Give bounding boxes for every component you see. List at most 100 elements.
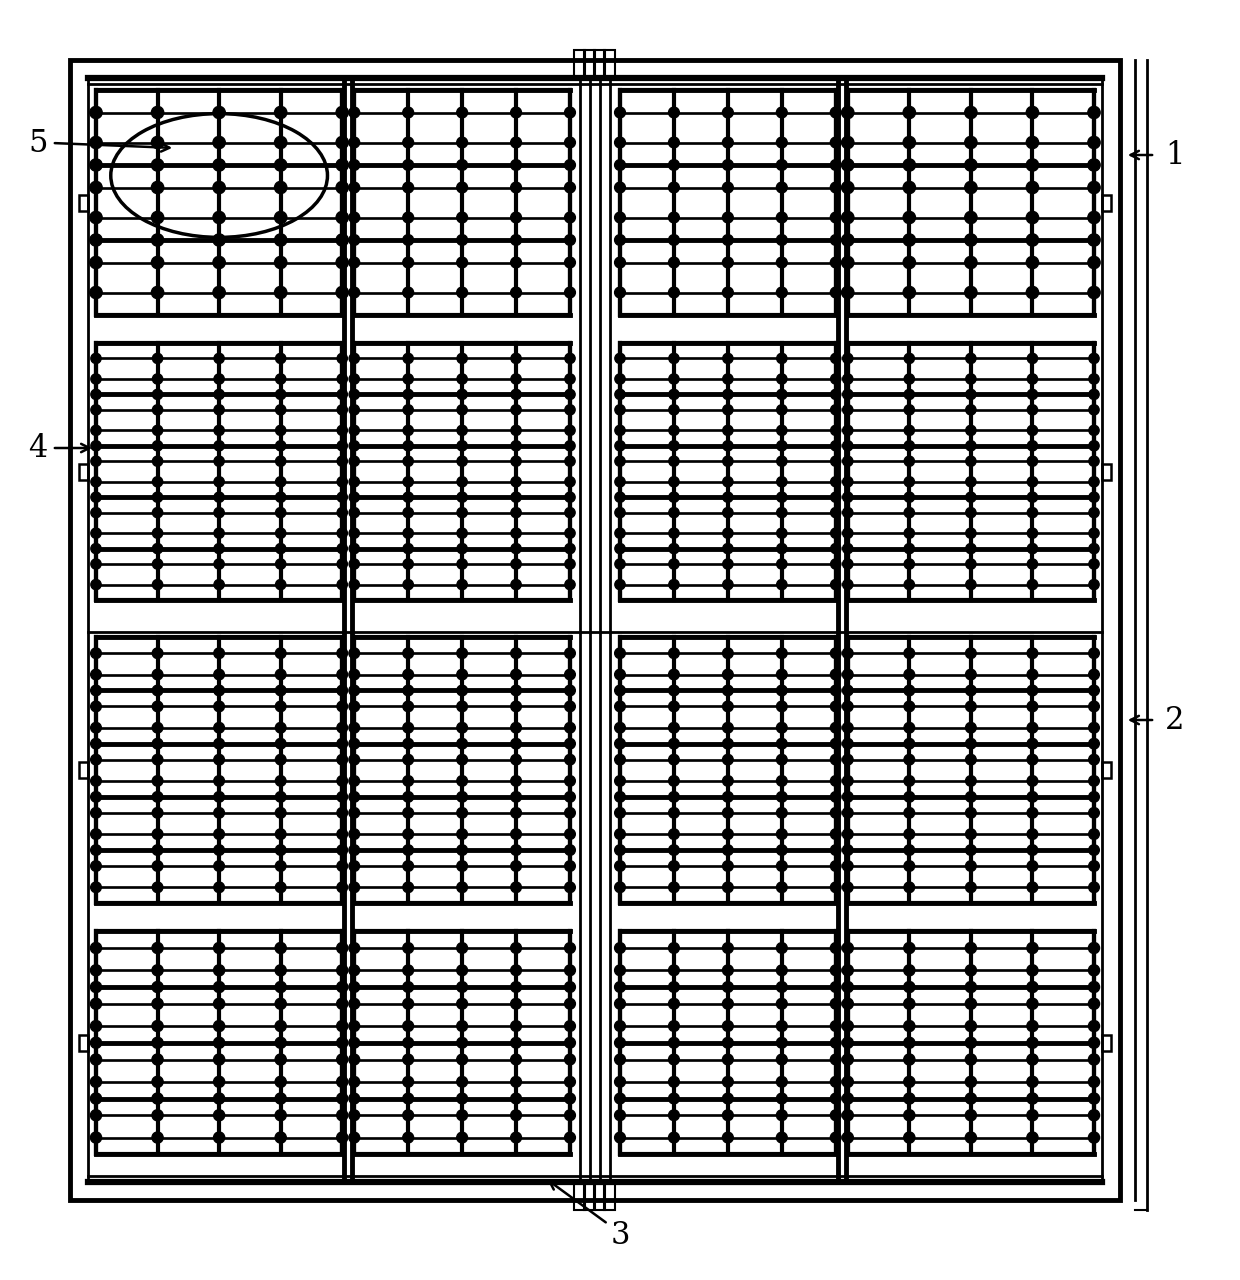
Circle shape xyxy=(1027,998,1038,1010)
Circle shape xyxy=(89,256,102,269)
Circle shape xyxy=(456,108,467,118)
Circle shape xyxy=(668,882,680,892)
Circle shape xyxy=(903,211,915,224)
Circle shape xyxy=(776,559,787,570)
Circle shape xyxy=(723,544,733,554)
Circle shape xyxy=(275,559,286,570)
Circle shape xyxy=(668,808,680,818)
Circle shape xyxy=(1027,685,1038,696)
Circle shape xyxy=(456,808,467,818)
Circle shape xyxy=(213,982,224,992)
Circle shape xyxy=(564,776,575,786)
Circle shape xyxy=(151,256,164,269)
Circle shape xyxy=(564,722,575,733)
Circle shape xyxy=(615,942,625,954)
Circle shape xyxy=(456,1020,467,1032)
Circle shape xyxy=(842,669,853,680)
Circle shape xyxy=(1027,739,1038,749)
Circle shape xyxy=(904,492,914,502)
Circle shape xyxy=(776,776,787,786)
Circle shape xyxy=(337,492,347,502)
Circle shape xyxy=(350,544,360,554)
Circle shape xyxy=(153,791,162,803)
Circle shape xyxy=(337,1110,348,1121)
Circle shape xyxy=(511,1020,522,1032)
Circle shape xyxy=(1087,234,1100,246)
Circle shape xyxy=(91,942,102,954)
Circle shape xyxy=(966,492,976,502)
Circle shape xyxy=(511,529,521,539)
Circle shape xyxy=(564,648,575,659)
Circle shape xyxy=(1027,1110,1038,1121)
Circle shape xyxy=(403,669,413,680)
Circle shape xyxy=(337,425,347,435)
Circle shape xyxy=(337,1132,348,1143)
Circle shape xyxy=(668,754,680,765)
Circle shape xyxy=(723,722,733,733)
Circle shape xyxy=(965,1037,976,1048)
Circle shape xyxy=(831,882,841,892)
Circle shape xyxy=(1027,1093,1038,1105)
Circle shape xyxy=(668,1133,680,1143)
Circle shape xyxy=(831,212,841,223)
Circle shape xyxy=(723,669,733,680)
Circle shape xyxy=(213,685,224,696)
Circle shape xyxy=(668,137,680,148)
Circle shape xyxy=(966,404,976,415)
Circle shape xyxy=(615,160,625,170)
Circle shape xyxy=(668,648,680,659)
Circle shape xyxy=(337,559,347,570)
Circle shape xyxy=(348,212,360,223)
Circle shape xyxy=(723,791,733,803)
Circle shape xyxy=(776,492,787,502)
Circle shape xyxy=(91,374,102,384)
Circle shape xyxy=(153,776,162,786)
Circle shape xyxy=(403,234,414,246)
Circle shape xyxy=(511,829,521,840)
Circle shape xyxy=(966,845,976,855)
Circle shape xyxy=(564,685,575,696)
Bar xyxy=(95,637,342,904)
Circle shape xyxy=(1027,476,1038,486)
Circle shape xyxy=(511,353,521,364)
Circle shape xyxy=(564,701,575,712)
Circle shape xyxy=(275,685,286,696)
Circle shape xyxy=(337,982,348,992)
Circle shape xyxy=(456,1093,467,1103)
Circle shape xyxy=(904,1053,915,1065)
Circle shape xyxy=(213,754,224,765)
Circle shape xyxy=(91,440,102,451)
Circle shape xyxy=(776,108,787,118)
Circle shape xyxy=(151,106,164,119)
Circle shape xyxy=(153,829,162,840)
Circle shape xyxy=(965,1110,976,1121)
Circle shape xyxy=(723,685,733,696)
Circle shape xyxy=(337,722,347,733)
Circle shape xyxy=(668,739,680,749)
Circle shape xyxy=(403,137,414,148)
Circle shape xyxy=(565,425,575,435)
Circle shape xyxy=(456,829,467,840)
Circle shape xyxy=(511,722,521,733)
Circle shape xyxy=(776,860,787,872)
Circle shape xyxy=(456,754,467,765)
Circle shape xyxy=(831,160,841,170)
Circle shape xyxy=(350,529,360,539)
Circle shape xyxy=(966,544,976,554)
Circle shape xyxy=(91,1132,102,1143)
Circle shape xyxy=(91,685,102,696)
Circle shape xyxy=(91,1093,102,1105)
Circle shape xyxy=(1027,1037,1038,1048)
Circle shape xyxy=(337,860,347,872)
Circle shape xyxy=(842,1076,853,1088)
Circle shape xyxy=(904,942,915,954)
Circle shape xyxy=(348,808,360,818)
Circle shape xyxy=(1027,182,1039,193)
Circle shape xyxy=(564,1076,575,1087)
Bar xyxy=(620,932,836,1155)
Circle shape xyxy=(776,182,787,193)
Circle shape xyxy=(668,529,680,539)
Circle shape xyxy=(966,860,976,872)
Circle shape xyxy=(843,404,853,415)
Circle shape xyxy=(564,808,575,818)
